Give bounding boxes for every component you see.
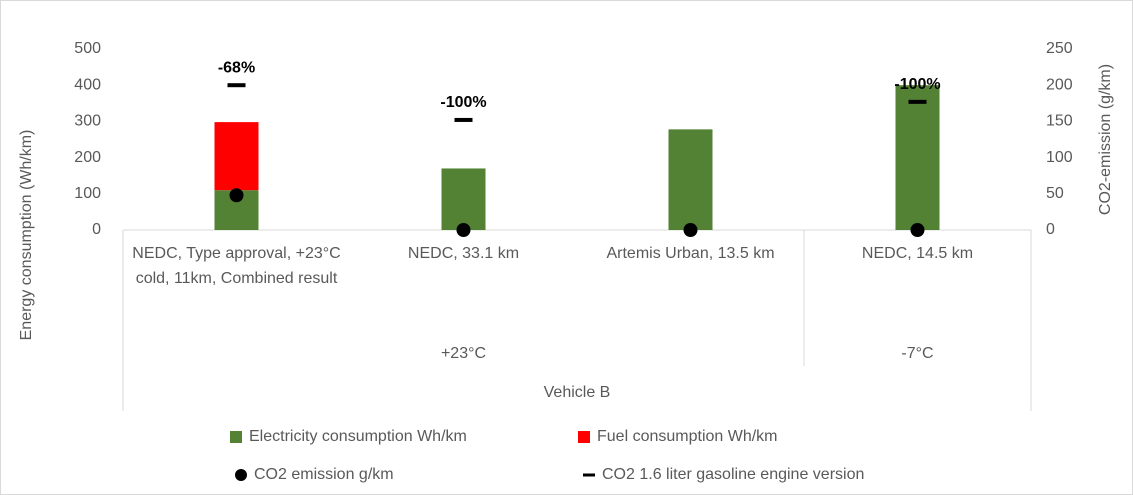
y-tick-label: 500 [74,40,101,57]
x-tick-label: NEDC, 33.1 km [407,245,520,262]
y-tick-label: 0 [92,221,101,238]
group-label: +23°C [441,345,486,362]
group-title: Vehicle B [544,384,611,401]
legend-swatch [235,469,247,481]
y-axis-title: Energy consumption (Wh/km) [18,130,35,341]
bar [668,129,713,230]
bar [895,85,940,230]
co2-point [456,223,471,237]
annotation: -100% [440,94,486,111]
y-tick-label: 400 [74,76,101,93]
group-label: -7°C [901,345,933,362]
annotation: -68% [218,59,255,76]
co2-point [229,188,244,203]
co2-dash [908,99,927,104]
x-tick-label: Artemis Urban, 13.5 km [606,245,775,262]
co2-point [683,223,698,237]
legend-label: CO2 emission g/km [254,466,394,483]
legend-swatch [583,473,595,477]
y2-tick-label: 0 [1046,221,1055,238]
legend-label: Fuel consumption Wh/km [597,428,778,445]
legend-swatch [230,431,242,443]
y2-axis-title: CO2-emission (g/km) [1097,64,1114,215]
legend-label: CO2 1.6 liter gasoline engine version [602,466,864,483]
x-tick-label: NEDC, Type approval, +23°C cold, 11km, C… [132,245,341,287]
legend-swatch [578,431,590,443]
co2-point [910,223,925,237]
y-tick-label: 300 [74,113,101,130]
legend-label: Electricity consumption Wh/km [249,428,467,445]
y2-tick-label: 150 [1046,113,1073,130]
bar [441,168,486,230]
co2-dash [227,83,246,88]
y-tick-label: 100 [74,185,101,202]
bar [214,122,259,191]
y2-tick-label: 200 [1046,76,1073,93]
annotation: -100% [894,76,940,93]
y2-tick-label: 250 [1046,40,1073,57]
x-tick-label: NEDC, 14.5 km [861,245,974,262]
y-tick-label: 200 [74,149,101,166]
y2-tick-label: 50 [1046,185,1064,202]
co2-dash [454,117,473,122]
y2-tick-label: 100 [1046,149,1073,166]
